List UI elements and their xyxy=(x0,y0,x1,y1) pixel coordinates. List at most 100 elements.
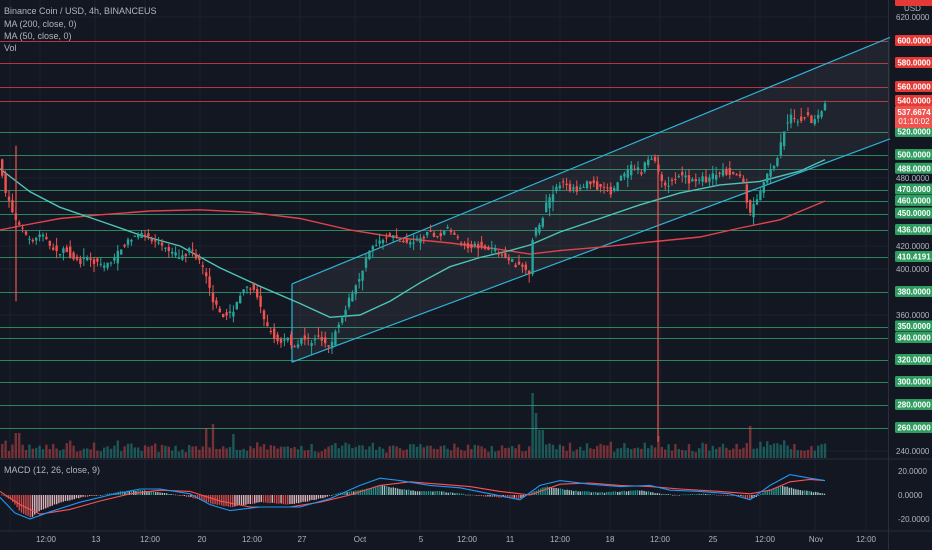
volume-bar xyxy=(694,452,697,458)
volume-bar xyxy=(429,445,432,458)
volume-bar xyxy=(276,448,279,458)
volume-bar xyxy=(613,451,616,458)
macd-histogram-bar xyxy=(247,495,249,504)
time-axis-tick: 12:00 xyxy=(242,535,263,544)
price-axis-tick: 400.0000 xyxy=(896,265,930,274)
candle-body xyxy=(307,337,310,339)
candle-body xyxy=(813,119,816,125)
volume-bar xyxy=(422,447,425,458)
volume-bar xyxy=(130,443,133,458)
macd-histogram-bar xyxy=(381,485,383,495)
volume-bar xyxy=(385,452,388,458)
candle-body xyxy=(347,297,351,307)
volume-bar xyxy=(735,443,738,458)
candle-body xyxy=(218,308,221,313)
volume-bar xyxy=(732,448,735,458)
candle-body xyxy=(181,255,184,260)
macd-histogram-bar xyxy=(311,495,313,500)
volume-bar xyxy=(446,448,449,458)
channel-upper-line xyxy=(291,36,891,285)
macd-histogram-bar xyxy=(47,495,49,508)
macd-histogram-bar xyxy=(463,493,465,495)
macd-histogram-bar xyxy=(185,495,188,497)
candle-body xyxy=(521,264,524,267)
time-axis-tick: 12:00 xyxy=(650,535,671,544)
candle-body xyxy=(490,247,493,249)
volume-bar xyxy=(681,450,684,458)
macd-histogram-bar xyxy=(278,495,280,504)
macd-histogram-bar xyxy=(680,494,683,496)
volume-bar xyxy=(69,440,72,458)
candle-body xyxy=(55,245,58,252)
candle-body xyxy=(82,257,85,259)
macd-histogram-bar xyxy=(333,494,335,495)
macd-histogram-bar xyxy=(210,495,212,504)
macd-histogram-bar xyxy=(570,490,573,495)
candle-body xyxy=(545,202,548,213)
macd-histogram-bar xyxy=(421,491,423,495)
candle-body xyxy=(585,181,589,188)
legend-vol[interactable]: Vol xyxy=(4,43,17,53)
volume-bar xyxy=(810,445,813,458)
macd-histogram-bar xyxy=(161,492,163,495)
volume-bar xyxy=(585,443,589,458)
volume-bar xyxy=(776,443,779,458)
volume-bar xyxy=(602,445,606,458)
candle-body xyxy=(534,227,538,236)
macd-histogram-bar xyxy=(29,495,31,518)
candle-body xyxy=(273,328,276,339)
legend-ma200[interactable]: MA (200, close, 0) xyxy=(4,19,77,29)
macd-histogram-bar xyxy=(403,489,405,495)
candle-body xyxy=(262,310,266,320)
candle-body xyxy=(419,237,422,244)
candle-body xyxy=(769,169,772,177)
volume-bar xyxy=(660,446,663,458)
legend-macd[interactable]: MACD (12, 26, close, 9) xyxy=(4,465,101,475)
macd-histogram-bar xyxy=(652,492,654,495)
candle-body xyxy=(358,279,361,282)
macd-signal-line xyxy=(0,478,826,515)
volume-bar xyxy=(313,451,317,458)
candle-body xyxy=(470,244,473,249)
macd-histogram-bar xyxy=(683,494,685,496)
macd-histogram-bar xyxy=(331,495,333,496)
macd-histogram-bar xyxy=(280,495,282,504)
candle-body xyxy=(436,236,439,238)
candle-body xyxy=(378,240,381,244)
candle-body xyxy=(517,261,521,265)
volume-bar xyxy=(52,443,55,458)
volume-bar xyxy=(388,446,391,458)
candle-body xyxy=(721,170,725,176)
legend-symbol[interactable]: Binance Coin / USD, 4h, BINANCEUS xyxy=(4,6,157,16)
volume-bar xyxy=(354,447,357,458)
macd-histogram-bar xyxy=(700,494,702,495)
trend-channel[interactable] xyxy=(291,36,891,363)
volume-bar xyxy=(405,449,408,458)
macd-histogram-bar xyxy=(335,493,337,495)
macd-histogram-bar xyxy=(606,491,608,495)
volume-bar xyxy=(232,434,235,458)
volume-bar xyxy=(769,444,772,458)
candle-body xyxy=(592,180,595,184)
macd-histogram-bar xyxy=(522,495,524,498)
volume-bar xyxy=(480,446,483,458)
candle-body xyxy=(602,186,606,188)
volume-bar xyxy=(766,441,769,458)
macd-histogram-bar xyxy=(317,495,320,499)
candle-body xyxy=(694,179,697,182)
macd-histogram-bar xyxy=(665,494,667,495)
volume-bar xyxy=(633,447,636,458)
macd-histogram-bar xyxy=(304,495,306,502)
legend-ma50[interactable]: MA (50, close, 0) xyxy=(4,31,72,41)
candle-body xyxy=(596,181,599,190)
volume-bar xyxy=(201,446,204,458)
candle-body xyxy=(269,331,272,333)
volume-bar xyxy=(392,445,395,458)
macd-histogram-bar xyxy=(124,491,126,495)
volume-bar xyxy=(4,440,7,458)
macd-histogram-bar xyxy=(12,495,14,503)
volume-bar xyxy=(439,446,442,458)
macd-histogram-bar xyxy=(300,495,302,503)
horizontal-levels[interactable] xyxy=(0,41,888,429)
